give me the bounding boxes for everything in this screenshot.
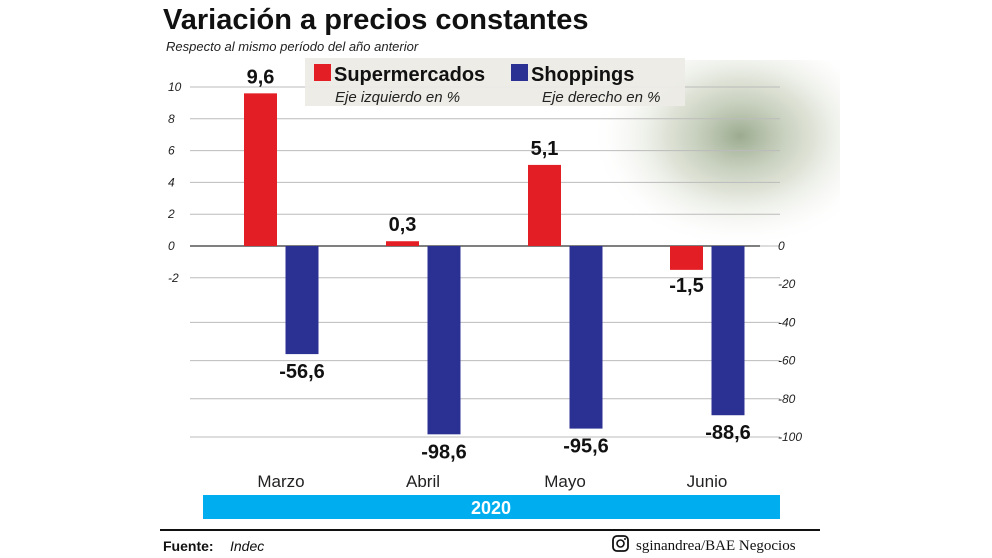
legend-label-shoppings: Shoppings <box>531 64 634 86</box>
legend-note-supermercados: Eje izquierdo en % <box>335 89 460 106</box>
chart-subtitle: Respecto al mismo período del año anteri… <box>166 39 419 54</box>
right-tick-label: 0 <box>778 239 785 253</box>
source-label: Fuente: <box>163 538 214 554</box>
bar-supermercados <box>670 246 703 270</box>
legend-label-supermercados: Supermercados <box>334 64 485 86</box>
right-tick-label: -100 <box>778 430 802 444</box>
right-tick-label: -40 <box>778 315 796 329</box>
bar-supermercados <box>386 241 419 246</box>
data-label: 5,1 <box>531 138 559 160</box>
legend-swatch-shoppings <box>511 64 528 81</box>
chart-title: Variación a precios constantes <box>163 4 589 36</box>
data-label: -1,5 <box>669 275 703 297</box>
credit: sginandrea/BAE Negocios <box>636 538 796 554</box>
data-label: 9,6 <box>247 66 275 88</box>
left-tick-label: 10 <box>168 80 182 94</box>
legend-note-shoppings: Eje derecho en % <box>542 89 660 106</box>
bar-supermercados <box>244 93 277 246</box>
category-labels: Marzo Abril Mayo Junio <box>257 472 727 491</box>
legend: Supermercados Eje izquierdo en % Shoppin… <box>305 58 685 106</box>
left-axis: 10 8 6 4 2 0 -2 <box>167 80 182 285</box>
legend-background <box>305 58 685 106</box>
right-tick-label: -80 <box>778 392 796 406</box>
category-label: Abril <box>406 472 440 491</box>
year-band <box>203 495 780 519</box>
year-label: 2020 <box>471 498 511 518</box>
left-tick-label: 4 <box>168 175 175 189</box>
bar-shoppings <box>285 246 319 355</box>
category-label: Marzo <box>257 472 304 491</box>
left-tick-label: 6 <box>168 144 175 158</box>
right-axis: 0 -20 -40 -60 -80 -100 <box>778 239 802 444</box>
left-tick-label: -2 <box>168 271 179 285</box>
bar-supermercados <box>528 164 561 246</box>
left-tick-label: 2 <box>167 207 175 221</box>
data-label: -88,6 <box>705 422 751 444</box>
bar-shoppings <box>711 246 745 416</box>
left-tick-label: 0 <box>168 239 175 253</box>
bar-shoppings <box>569 246 603 429</box>
bar-shoppings <box>427 246 461 435</box>
right-tick-label: -60 <box>778 354 796 368</box>
data-label: -98,6 <box>421 441 467 463</box>
category-label: Mayo <box>544 472 586 491</box>
data-label: -56,6 <box>279 361 325 383</box>
data-label: 0,3 <box>389 214 417 236</box>
category-label: Junio <box>687 472 728 491</box>
legend-swatch-supermercados <box>314 64 331 81</box>
source-value: Indec <box>230 538 264 554</box>
instagram-icon <box>612 535 629 552</box>
data-label: -95,6 <box>563 436 609 458</box>
left-tick-label: 8 <box>168 112 175 126</box>
bars: 9,6 -56,6 0,3 -98,6 5,1 -95,6 -1,5 -88,6 <box>244 66 751 463</box>
right-tick-label: -20 <box>778 277 796 291</box>
